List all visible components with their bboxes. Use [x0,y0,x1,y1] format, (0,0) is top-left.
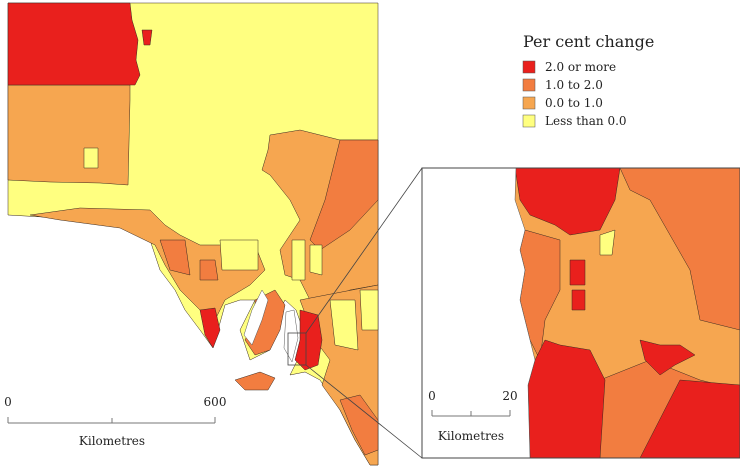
legend-swatch [522,78,536,92]
scale-label: 0 [428,389,436,403]
region [599,229,616,256]
island [234,371,276,391]
region [514,168,621,236]
scale-unit: Kilometres [438,429,504,443]
region [639,379,740,458]
region [141,29,153,46]
legend-swatch [522,96,536,110]
scale-label: 20 [502,389,517,403]
region [29,207,266,321]
region [571,289,586,311]
scale-label: 0 [4,395,12,409]
region [219,239,259,271]
legend: Per cent change 2.0 or more 1.0 to 2.0 0.0… [522,32,654,128]
region [619,168,740,331]
region [329,299,359,351]
legend-label: 1.0 to 2.0 [545,78,603,92]
gulf [283,309,299,363]
inset-map [422,168,740,458]
inset-box [287,332,307,366]
legend-label: 2.0 or more [545,60,616,74]
region [199,259,219,281]
legend-swatch [522,60,536,74]
region [294,309,323,371]
gulf [243,289,269,346]
scale-label: 600 [204,395,227,409]
region [159,239,191,276]
legend-swatch [522,114,536,128]
legend-label: 0.0 to 1.0 [545,96,603,110]
connector [305,167,423,334]
region [7,2,141,86]
legend-title: Per cent change [523,32,654,51]
region [359,289,379,331]
region [569,259,586,286]
region [309,244,323,276]
main-map [7,2,423,466]
scale-unit: Kilometres [79,434,145,448]
region [199,307,221,349]
legend-label: Less than 0.0 [545,114,627,128]
inset-frame [421,167,740,459]
region [309,139,379,251]
region [527,339,606,458]
region [7,84,131,186]
region [339,394,379,456]
sea [422,168,536,458]
region [291,239,306,281]
region [83,147,99,169]
scale-bar-inset: 0 20 Kilometres [428,389,517,443]
region [639,339,696,376]
scale-bar-main: 0 600 Kilometres [4,395,226,448]
connector [305,364,423,459]
